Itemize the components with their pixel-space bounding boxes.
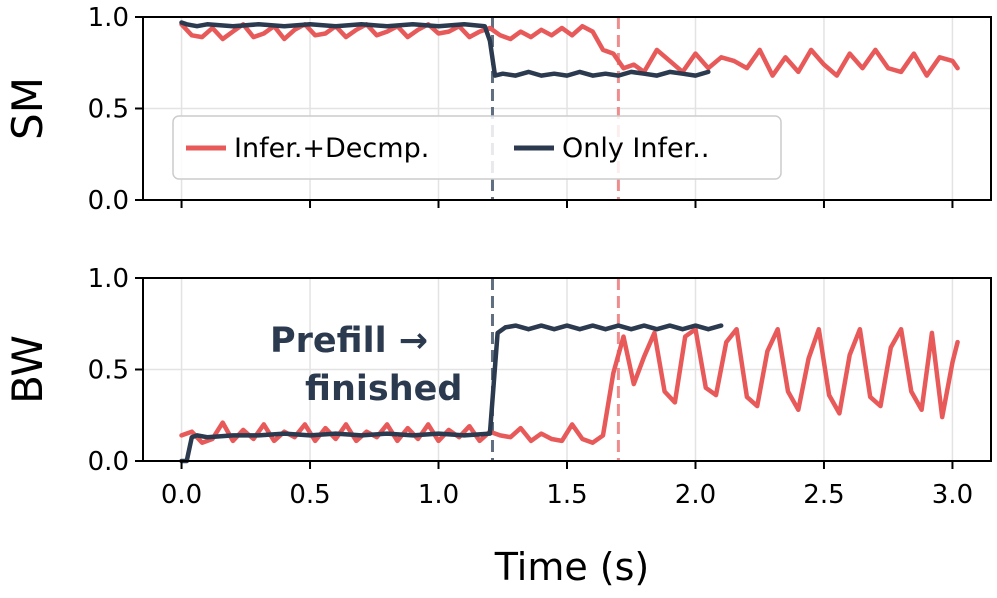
series-line-infer-decmp [179,22,960,78]
legend-label-0: Infer.+Decmp. [234,133,429,164]
x-tick-label-5: 2.5 [803,480,844,510]
x-axis-label: Time (s) [494,545,650,589]
x-tick-label-2: 1.0 [418,480,459,510]
y-tick-label-2: 1.0 [88,3,129,33]
y-tick-label-2: 1.0 [88,264,129,294]
y-tick-label-1: 0.5 [88,356,129,386]
y-tick-label-0: 0.0 [88,186,129,216]
x-tick-label-4: 2.0 [675,480,716,510]
x-tick-label-0: 0.0 [161,480,202,510]
annotation-line-2: finished [305,369,462,409]
legend-box [172,115,782,180]
series-line-only-infer [179,20,711,78]
panel-sm: 0.0 0.5 1.0 SM Infer.+Decmp. Only Infer.. [3,3,992,216]
panel-bw: 0.0 0.5 1.0 0.0 0.5 1.0 1.5 2.0 2.5 3.0 BW Time … [3,264,992,589]
y-tick-label-0: 0.0 [88,447,129,477]
x-tick-label-3: 1.5 [546,480,587,510]
y-axis-label-bw: BW [3,335,52,404]
x-tick-label-6: 3.0 [932,480,973,510]
series-line-only-infer [179,323,724,464]
legend-label-1: Only Infer.. [562,133,709,164]
x-tick-label-1: 0.5 [289,480,330,510]
y-axis-label-sm: SM [3,77,52,140]
y-tick-label-1: 0.5 [88,95,129,125]
annotation-line-1: Prefill → [270,321,428,361]
legend: Infer.+Decmp. Only Infer.. [172,115,782,180]
